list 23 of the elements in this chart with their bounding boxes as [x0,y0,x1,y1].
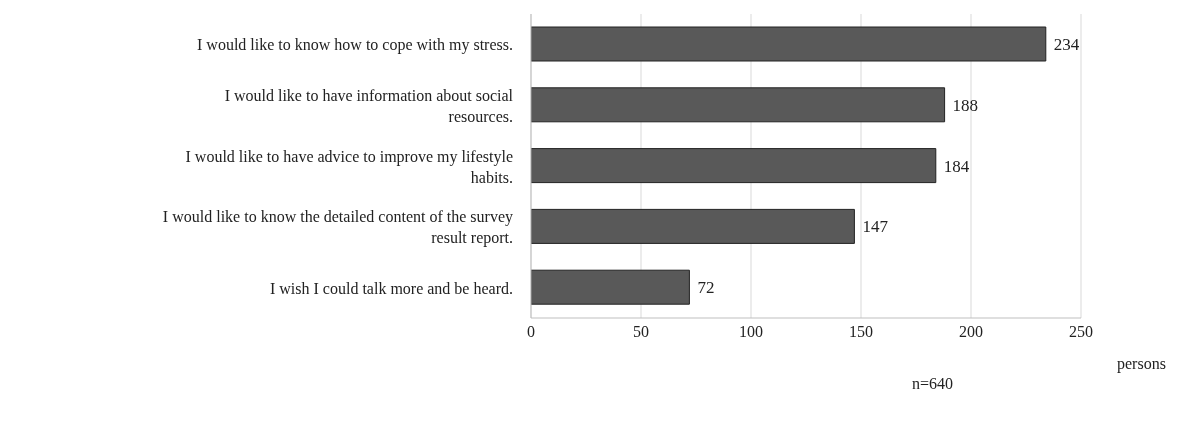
x-tick-label: 250 [1069,323,1093,341]
bar [531,87,946,123]
text: n=640 [912,375,954,393]
x-tick-label: 0 [527,323,535,341]
y-tick-label: I would like to know how to cope with my stress. [197,35,513,54]
bar [531,26,1047,62]
x-tick-label: 200 [959,323,983,341]
x-tick-label: 150 [849,323,873,341]
bar [531,148,937,184]
bar [531,208,855,244]
y-tick-label: I would like to know the detailed content of the survey result report. [162,207,513,247]
x-axis-title: persons [1117,355,1166,373]
bar [531,269,690,305]
data-label: 147 [862,217,889,237]
y-tick-label: I wish I could talk more and be heard. [269,279,513,297]
y-tick-label: I would like to have advice to improve my lifestyle habits. [185,147,513,185]
x-tick-label: 100 [739,323,763,341]
data-label: 234 [1053,35,1080,55]
data-label: 184 [943,156,970,176]
y-tick-label: I would like to have information about social resources. [224,86,514,125]
data-label: 188 [952,95,979,115]
x-tick-label: 50 [633,323,649,341]
data-label: 72 [697,278,715,298]
